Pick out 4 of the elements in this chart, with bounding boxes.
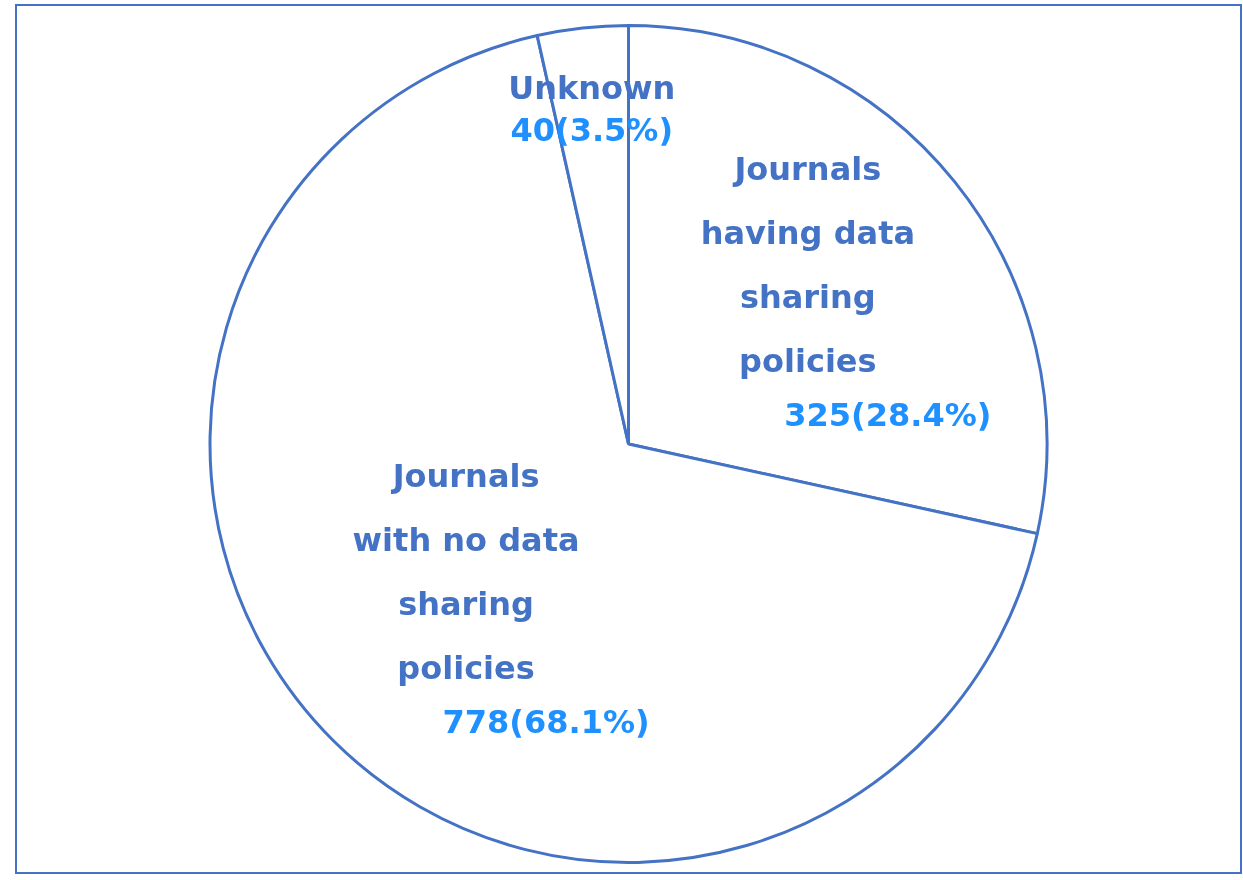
data-label: 778(68.1%) — [442, 703, 650, 742]
slice-label: Journals with no data sharing policies — [352, 457, 580, 688]
slice-label: Journals having data sharing policies — [700, 150, 916, 381]
data-label: 325(28.4%) — [784, 396, 992, 435]
